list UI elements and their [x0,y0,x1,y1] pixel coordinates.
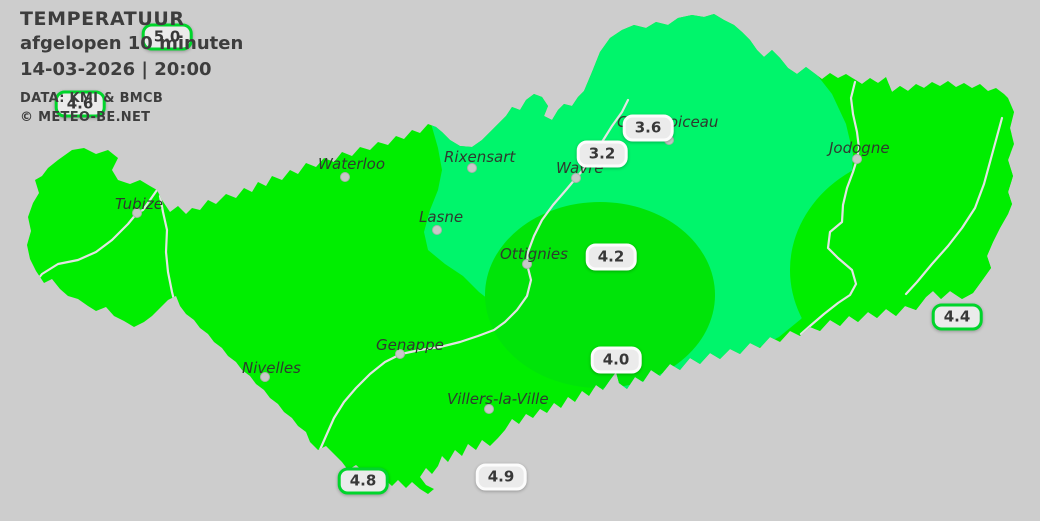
city-dot [522,259,532,269]
roads [32,80,1004,464]
city-dot [340,172,350,182]
road-jodoigne [799,80,861,336]
city-dot [852,154,862,164]
zone-vivid-northeast [853,78,1014,235]
map-header: TEMPERATUUR afgelopen 10 minuten 14-03-2… [20,8,243,125]
city-dots [132,135,862,414]
city-dot [395,349,405,359]
datetime-label: 14-03-2026 | 20:00 [20,59,212,80]
city-dot [132,208,142,218]
city-dot [467,163,477,173]
road-wavre-genappe [313,98,630,464]
city-dot [432,225,442,235]
city-dot [571,173,581,183]
road-tubize-west [32,188,159,286]
city-dot [664,135,674,145]
city-dot [260,372,270,382]
road-northeast [904,116,1004,296]
data-source-label: DATA: KMI & BMCB [20,91,164,106]
city-dot [484,404,494,414]
zone-mid [485,202,715,388]
subtitle: afgelopen 10 minuten [20,33,244,54]
temperature-zones [420,14,1014,441]
page-title: TEMPERATUUR [20,8,185,30]
copyright-label: © METEO-BE.NET [20,110,151,125]
